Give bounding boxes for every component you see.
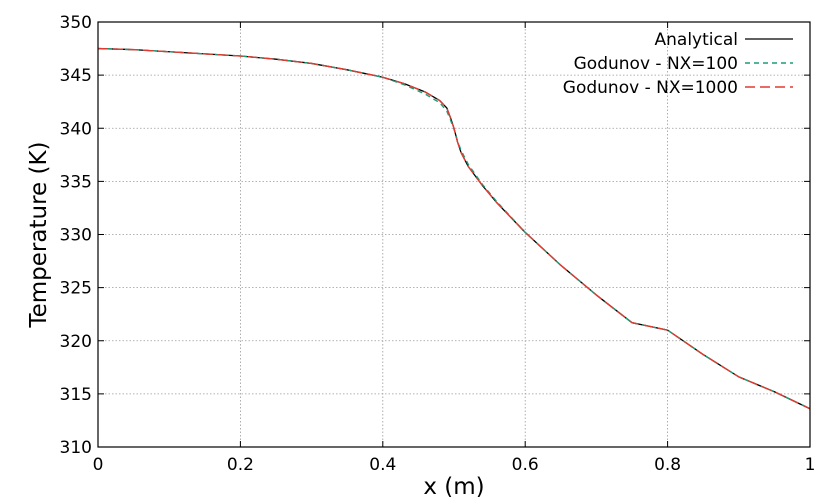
grid xyxy=(98,22,810,447)
y-tick-label: 330 xyxy=(60,226,92,246)
x-tick-label: 0.2 xyxy=(227,455,254,475)
legend-label-2: Godunov - NX=1000 xyxy=(563,78,738,98)
y-axis-title: Temperature (K) xyxy=(26,141,52,328)
x-axis-title: x (m) xyxy=(423,474,484,497)
y-tick-label: 310 xyxy=(60,438,92,458)
legend-label-1: Godunov - NX=100 xyxy=(574,54,738,74)
x-tick-label: 0 xyxy=(93,455,104,475)
series-line-2 xyxy=(97,47,811,410)
x-tick-label: 0.4 xyxy=(369,455,396,475)
y-tick-label: 345 xyxy=(60,66,92,86)
y-axis-ticks: 310 315 320 325 330 335 340 345 350 xyxy=(60,13,810,458)
x-axis-ticks: 0 0.2 0.4 0.6 0.8 1 xyxy=(93,22,816,475)
y-tick-label: 315 xyxy=(60,385,92,405)
series-lines xyxy=(97,47,811,410)
x-tick-label: 0.6 xyxy=(512,455,539,475)
y-tick-label: 340 xyxy=(60,119,92,139)
x-tick-label: 1 xyxy=(805,455,816,475)
y-tick-label: 325 xyxy=(60,279,92,299)
y-tick-label: 320 xyxy=(60,332,92,352)
legend-label-0: Analytical xyxy=(655,30,738,50)
y-tick-label: 350 xyxy=(60,13,92,33)
x-tick-label: 0.8 xyxy=(654,455,681,475)
legend: Analytical Godunov - NX=100 Godunov - NX=1… xyxy=(563,30,793,98)
y-tick-label: 335 xyxy=(60,172,92,192)
